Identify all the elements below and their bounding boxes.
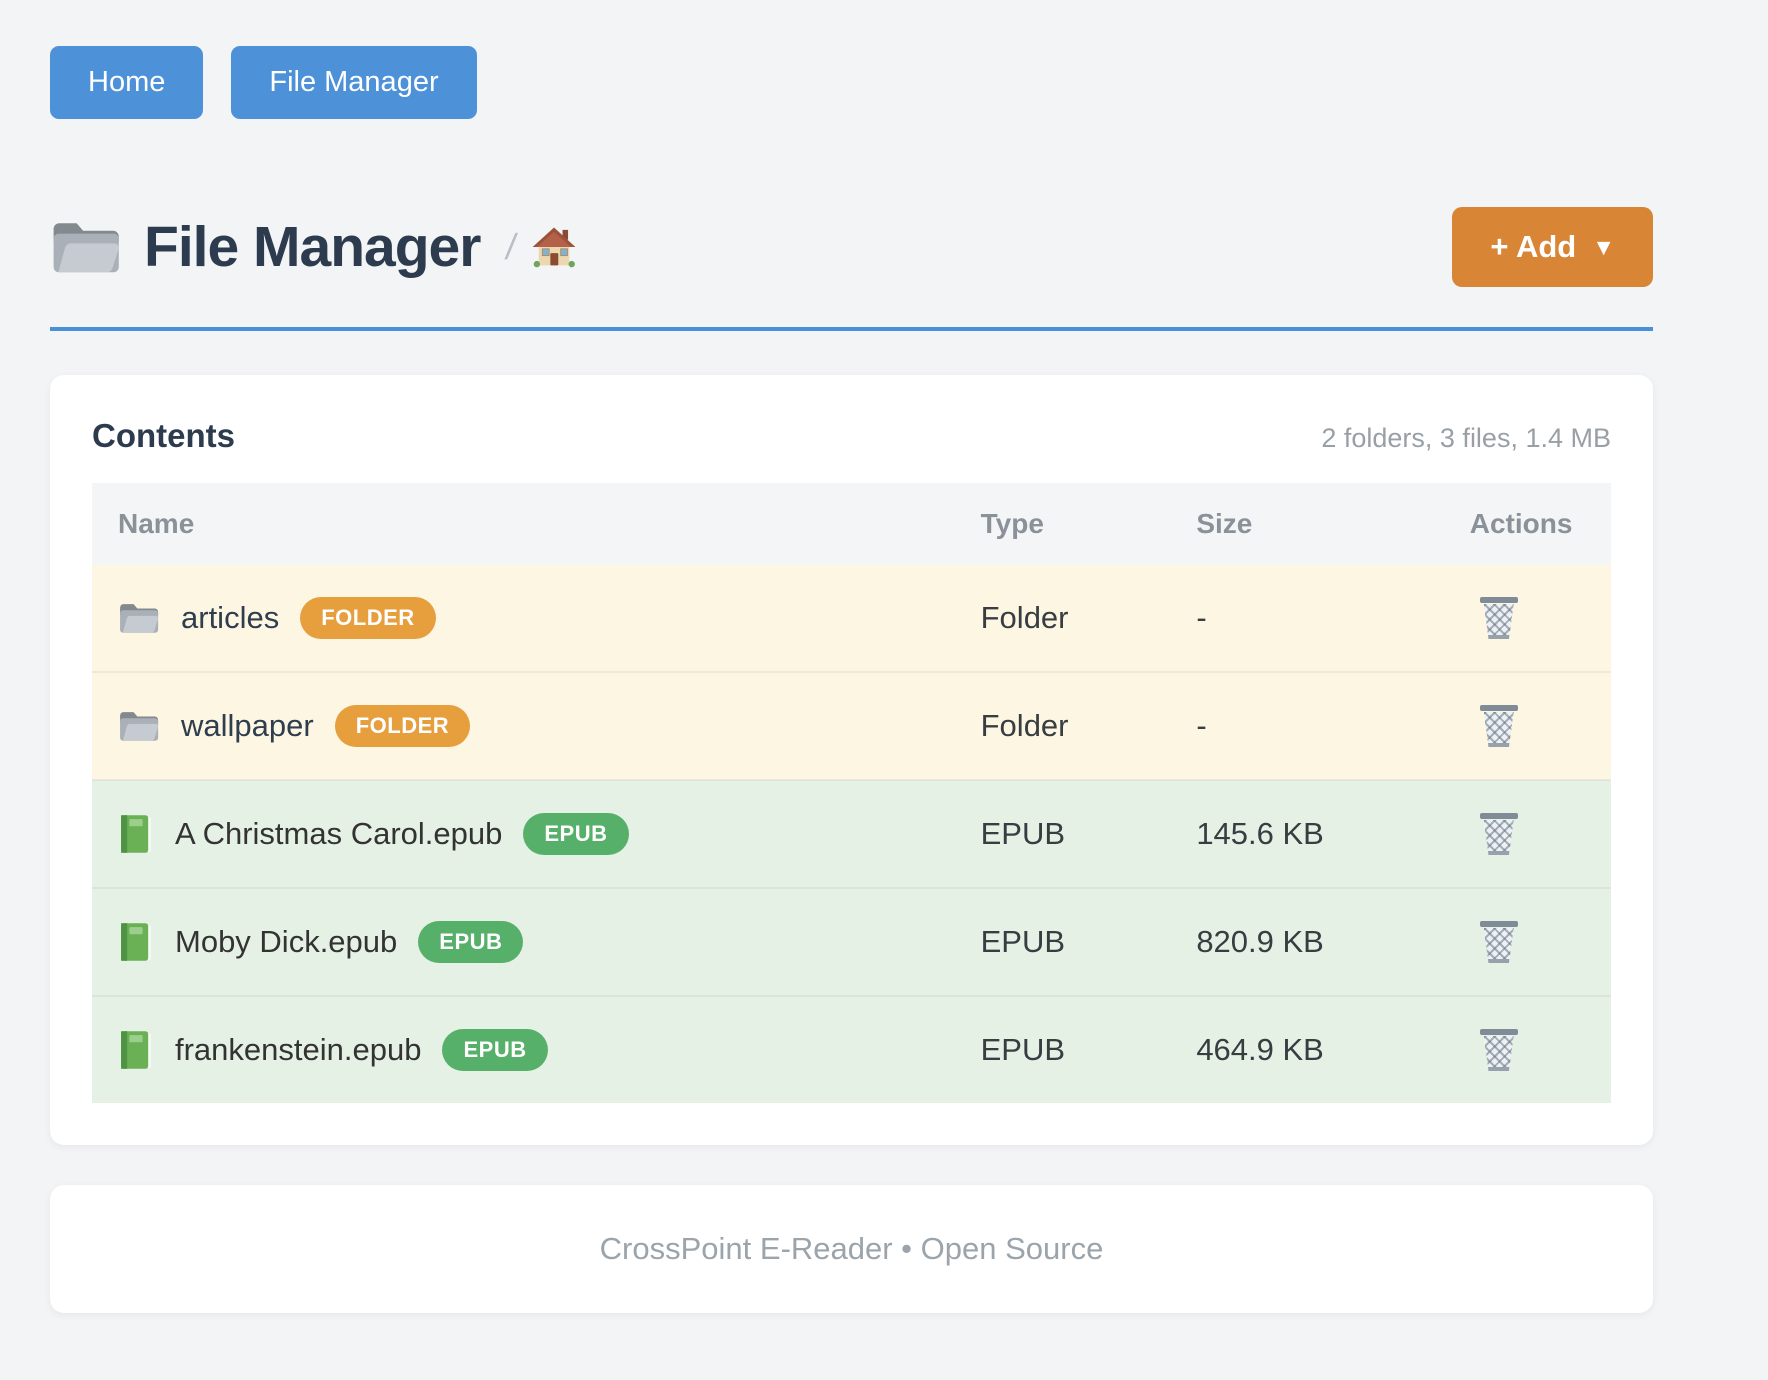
column-header-name: Name [92,483,981,565]
table-row[interactable]: wallpaper FOLDER Folder - [92,672,1611,780]
file-type: EPUB [980,1032,1066,1067]
row-badge: EPUB [418,921,524,963]
file-name-cell[interactable]: frankenstein.epub EPUB [92,1029,981,1071]
add-button[interactable]: + Add ▼ [1452,207,1653,287]
file-name-cell[interactable]: Moby Dick.epub EPUB [92,921,981,963]
delete-button[interactable] [1479,1029,1518,1071]
file-size: - [1196,600,1207,635]
accent-divider [50,327,1653,331]
table-row[interactable]: frankenstein.epub EPUB EPUB 464.9 KB [92,996,1611,1103]
contents-card-header: Contents 2 folders, 3 files, 1.4 MB [92,417,1611,455]
breadcrumb-separator: / [503,226,520,267]
table-row[interactable]: articles FOLDER Folder - [92,565,1611,672]
column-header-type: Type [980,483,1197,565]
folder-icon [120,604,159,633]
file-size: - [1196,708,1207,743]
file-name[interactable]: A Christmas Carol.epub [175,816,503,851]
file-type: EPUB [980,924,1066,959]
file-table: Name Type Size Actions [92,483,1611,1103]
file-type: Folder [980,708,1069,743]
delete-button[interactable] [1479,705,1518,747]
contents-summary: 2 folders, 3 files, 1.4 MB [1321,423,1611,453]
file-name[interactable]: Moby Dick.epub [175,924,398,959]
file-manager-button[interactable]: File Manager [231,46,477,119]
top-nav: Home File Manager [50,46,1653,119]
row-badge: FOLDER [334,705,471,747]
page: Home File Manager File Manager / [50,0,1653,1313]
file-name-cell[interactable]: A Christmas Carol.epub EPUB [92,813,981,855]
contents-card: Contents 2 folders, 3 files, 1.4 MB Name… [50,375,1653,1145]
title-group: File Manager / [50,214,576,280]
footer: CrossPoint E-Reader • Open Source [50,1185,1653,1313]
file-type: Folder [980,600,1069,635]
file-size: 464.9 KB [1196,1032,1324,1067]
table-row[interactable]: Moby Dick.epub EPUB EPUB 820.9 KB [92,888,1611,996]
row-badge: FOLDER [300,597,436,639]
folder-icon [120,712,159,741]
breadcrumb: / [503,226,576,268]
delete-button[interactable] [1479,921,1518,963]
caret-down-icon: ▼ [1592,233,1615,260]
trash-icon [1479,921,1518,963]
book-icon [121,815,151,853]
page-title: File Manager [144,215,481,279]
file-name[interactable]: wallpaper [181,708,314,743]
column-header-actions: Actions [1469,483,1611,565]
trash-icon [1479,597,1518,639]
home-icon[interactable] [532,226,576,268]
column-header-size: Size [1196,483,1470,565]
home-button[interactable]: Home [50,46,204,119]
folder-icon [53,223,119,273]
trash-icon [1479,1029,1518,1071]
file-name-cell[interactable]: articles FOLDER [92,597,981,639]
file-name-cell[interactable]: wallpaper FOLDER [92,705,981,747]
file-size: 145.6 KB [1196,816,1324,851]
book-icon [121,923,151,961]
file-type: EPUB [980,816,1066,851]
file-name[interactable]: frankenstein.epub [175,1032,422,1067]
trash-icon [1479,813,1518,855]
table-row[interactable]: A Christmas Carol.epub EPUB EPUB 145.6 K… [92,780,1611,888]
row-badge: EPUB [523,813,629,855]
add-button-label: + Add [1490,229,1577,264]
trash-icon [1479,705,1518,747]
page-header: File Manager / + Add ▼ [50,207,1653,287]
file-table-body: articles FOLDER Folder - [92,565,1611,1103]
delete-button[interactable] [1479,597,1518,639]
file-size: 820.9 KB [1196,924,1324,959]
delete-button[interactable] [1479,813,1518,855]
footer-text: CrossPoint E-Reader • Open Source [599,1231,1104,1266]
row-badge: EPUB [442,1029,548,1071]
table-header-row: Name Type Size Actions [92,483,1611,565]
book-icon [121,1031,151,1069]
contents-title: Contents [92,417,235,454]
file-name[interactable]: articles [181,600,280,635]
